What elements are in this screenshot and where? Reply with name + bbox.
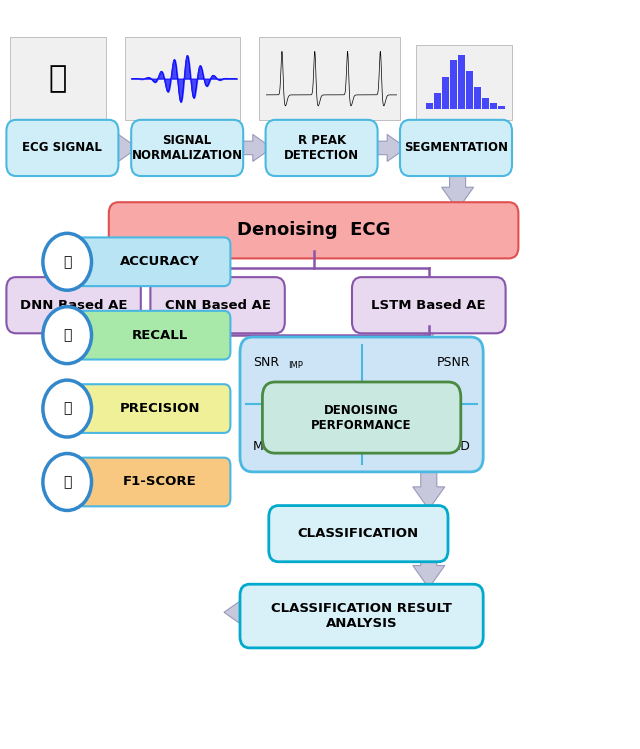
FancyBboxPatch shape bbox=[240, 337, 483, 472]
Text: ECG SIGNAL: ECG SIGNAL bbox=[22, 142, 102, 154]
Text: Denoising  ECG: Denoising ECG bbox=[237, 221, 390, 240]
Circle shape bbox=[43, 307, 92, 364]
FancyBboxPatch shape bbox=[352, 277, 506, 333]
Text: PSNR: PSNR bbox=[436, 356, 470, 369]
Text: CLASSIFICATION: CLASSIFICATION bbox=[298, 527, 419, 540]
FancyBboxPatch shape bbox=[240, 584, 483, 648]
FancyBboxPatch shape bbox=[269, 506, 448, 562]
Text: 🖼: 🖼 bbox=[63, 401, 72, 416]
Text: PRD: PRD bbox=[445, 440, 470, 453]
Text: DNN Based AE: DNN Based AE bbox=[20, 299, 127, 312]
Circle shape bbox=[43, 380, 92, 437]
Text: 🖼: 🖼 bbox=[63, 255, 72, 269]
FancyBboxPatch shape bbox=[10, 37, 106, 120]
Circle shape bbox=[43, 453, 92, 511]
Polygon shape bbox=[413, 464, 445, 509]
Text: LSTM Based AE: LSTM Based AE bbox=[371, 299, 486, 312]
FancyBboxPatch shape bbox=[150, 277, 285, 333]
Polygon shape bbox=[224, 599, 246, 626]
Polygon shape bbox=[413, 554, 445, 588]
FancyBboxPatch shape bbox=[6, 277, 141, 333]
Polygon shape bbox=[237, 135, 272, 162]
FancyBboxPatch shape bbox=[77, 458, 230, 506]
FancyBboxPatch shape bbox=[77, 237, 230, 286]
Text: CLASSIFICATION RESULT
ANALYSIS: CLASSIFICATION RESULT ANALYSIS bbox=[271, 602, 452, 630]
Text: MSE: MSE bbox=[253, 440, 280, 453]
Polygon shape bbox=[371, 135, 406, 162]
Text: IMP: IMP bbox=[288, 361, 303, 370]
Text: CNN Based AE: CNN Based AE bbox=[164, 299, 271, 312]
Polygon shape bbox=[112, 135, 138, 162]
FancyBboxPatch shape bbox=[262, 382, 461, 453]
Text: F1-SCORE: F1-SCORE bbox=[123, 476, 197, 488]
Text: ACCURACY: ACCURACY bbox=[120, 255, 200, 268]
Text: SEGMENTATION: SEGMENTATION bbox=[404, 142, 508, 154]
FancyBboxPatch shape bbox=[6, 120, 118, 176]
Polygon shape bbox=[413, 318, 445, 341]
FancyBboxPatch shape bbox=[77, 384, 230, 433]
FancyBboxPatch shape bbox=[131, 120, 243, 176]
Text: RECALL: RECALL bbox=[132, 329, 188, 342]
FancyBboxPatch shape bbox=[77, 311, 230, 360]
Text: DENOISING
PERFORMANCE: DENOISING PERFORMANCE bbox=[311, 404, 412, 431]
Text: PRECISION: PRECISION bbox=[120, 402, 200, 415]
FancyBboxPatch shape bbox=[109, 202, 518, 258]
Text: 🫀: 🫀 bbox=[49, 64, 67, 93]
FancyBboxPatch shape bbox=[259, 37, 400, 120]
Polygon shape bbox=[442, 169, 474, 210]
Circle shape bbox=[43, 234, 92, 291]
FancyBboxPatch shape bbox=[400, 120, 512, 176]
Text: 🖼: 🖼 bbox=[63, 328, 72, 342]
Text: R PEAK
DETECTION: R PEAK DETECTION bbox=[284, 134, 359, 162]
FancyBboxPatch shape bbox=[266, 120, 378, 176]
Text: 🖼: 🖼 bbox=[63, 475, 72, 489]
Text: SNR: SNR bbox=[253, 356, 279, 369]
Text: SIGNAL
NORMALIZATION: SIGNAL NORMALIZATION bbox=[132, 134, 243, 162]
FancyBboxPatch shape bbox=[125, 37, 240, 120]
FancyBboxPatch shape bbox=[416, 45, 512, 120]
